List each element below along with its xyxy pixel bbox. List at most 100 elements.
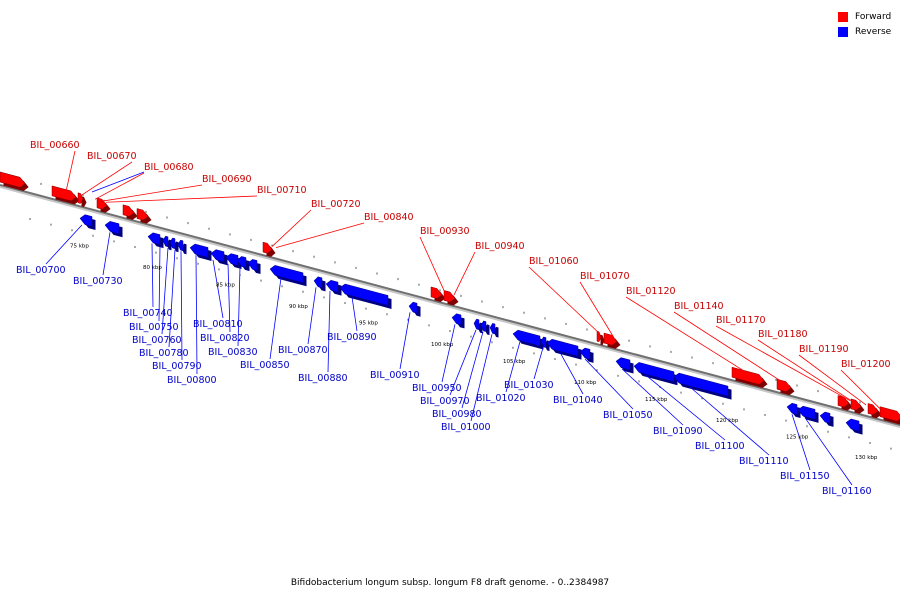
gene-arrow bbox=[596, 330, 602, 343]
gene-arrow bbox=[603, 332, 618, 346]
gene-arrow bbox=[313, 276, 323, 289]
forward-leader-line bbox=[579, 281, 615, 338]
forward-leader-line bbox=[453, 251, 476, 296]
gene-arrow bbox=[443, 290, 456, 303]
forward-gene-label: BIL_01120 bbox=[626, 286, 676, 297]
forward-leader-line bbox=[625, 296, 749, 374]
gene-arrow bbox=[451, 313, 462, 326]
reverse-leader-line bbox=[151, 243, 154, 308]
gene-arrow bbox=[473, 318, 480, 331]
legend-forward: Forward bbox=[838, 9, 891, 24]
genome-backbone-shadow bbox=[0, 185, 900, 428]
forward-gene-label: BIL_01070 bbox=[580, 271, 630, 282]
gene-arrow bbox=[77, 192, 84, 204]
reverse-leader-line bbox=[168, 249, 176, 348]
reverse-gene-label: BIL_00750 bbox=[129, 322, 179, 333]
forward-gene-label: BIL_01190 bbox=[799, 344, 849, 355]
forward-gene-label: BIL_00680 bbox=[144, 162, 194, 173]
forward-gene-label: BIL_01060 bbox=[529, 256, 579, 267]
reverse-leader-line bbox=[237, 266, 241, 347]
gene-arrow bbox=[136, 208, 149, 221]
reverse-gene-label: BIL_00730 bbox=[73, 276, 123, 287]
forward-gene-label: BIL_00670 bbox=[87, 151, 137, 162]
forward-leader-line bbox=[94, 172, 145, 200]
gene-arrow bbox=[177, 239, 184, 252]
reverse-gene-label: BIL_00950 bbox=[412, 383, 462, 394]
forward-leader-line bbox=[757, 339, 853, 402]
gene-arrow bbox=[96, 197, 108, 210]
gene-arrow bbox=[797, 405, 816, 420]
gene-arrow bbox=[104, 221, 120, 235]
kbp-tick-label: 130 kbp bbox=[855, 455, 878, 461]
reverse-leader-line bbox=[689, 386, 770, 456]
reverse-leader-line bbox=[195, 255, 198, 375]
kbp-tick-label: 115 kbp bbox=[645, 397, 668, 403]
forward-leader-line bbox=[65, 150, 76, 192]
reverse-leader-line bbox=[269, 277, 282, 360]
gene-arrow bbox=[489, 323, 496, 335]
reverse-leader-line bbox=[533, 347, 544, 380]
gene-arrow bbox=[867, 403, 879, 416]
reverse-gene-label: BIL_01050 bbox=[603, 410, 653, 421]
forward-gene-label: BIL_00930 bbox=[420, 226, 470, 237]
gene-arrow bbox=[786, 402, 798, 415]
reverse-leader-line bbox=[441, 324, 456, 383]
kbp-tick-label: 85 kbp bbox=[216, 283, 235, 289]
gene-arrow bbox=[879, 406, 900, 422]
reverse-leader-line bbox=[158, 245, 161, 322]
reverse-leader-line bbox=[791, 414, 811, 471]
reverse-gene-label: BIL_00740 bbox=[123, 308, 173, 319]
gene-arrow bbox=[169, 237, 176, 249]
reverse-gene-label: BIL_00880 bbox=[298, 373, 348, 384]
reverse-leader-line bbox=[45, 224, 83, 265]
reverse-gene-label: BIL_00800 bbox=[167, 375, 217, 386]
forward-gene-label: BIL_01140 bbox=[674, 301, 724, 312]
gene-arrow bbox=[845, 418, 860, 432]
reverse-gene-label: BIL_01090 bbox=[653, 426, 703, 437]
forward-gene-label: BIL_01170 bbox=[716, 315, 766, 326]
reverse-gene-label: BIL_00780 bbox=[139, 348, 189, 359]
reverse-gene-label: BIL_00890 bbox=[327, 332, 377, 343]
forward-gene-label: BIL_00940 bbox=[475, 241, 525, 252]
gene-arrow bbox=[673, 372, 729, 397]
reverse-leader-line bbox=[505, 341, 521, 393]
kbp-tick-label: 95 kbp bbox=[359, 321, 378, 327]
reverse-leader-line bbox=[307, 287, 317, 345]
reverse-gene-label: BIL_01020 bbox=[476, 393, 526, 404]
gene-arrow bbox=[579, 347, 591, 360]
gene-arrow bbox=[540, 336, 547, 348]
reverse-gene-label: BIL_01100 bbox=[695, 441, 745, 452]
reverse-gene-label: BIL_00910 bbox=[370, 370, 420, 381]
forward-gene-label: BIL_00690 bbox=[202, 174, 252, 185]
reverse-leader-line bbox=[351, 296, 358, 332]
genome-caption: Bifidobacterium longum subsp. longum F8 … bbox=[290, 578, 610, 588]
gene-arrow bbox=[731, 366, 765, 385]
forward-leader-line bbox=[101, 184, 203, 202]
reverse-leader-line bbox=[470, 334, 493, 422]
gene-arrow bbox=[776, 378, 792, 392]
forward-gene-label: BIL_01200 bbox=[841, 359, 891, 370]
gene-arrow bbox=[0, 171, 26, 188]
reverse-gene-label: BIL_00790 bbox=[152, 361, 202, 372]
reverse-leader-line bbox=[449, 329, 477, 396]
legend-forward-label: Forward bbox=[855, 11, 892, 22]
kbp-tick-label: 125 kbp bbox=[786, 435, 809, 441]
gene-arrow bbox=[819, 411, 831, 424]
reverse-leader-line bbox=[584, 358, 634, 410]
forward-leader-line bbox=[275, 222, 365, 248]
gene-arrow bbox=[51, 185, 77, 202]
reverse-gene-label: BIL_01160 bbox=[822, 486, 872, 497]
forward-leader-line bbox=[419, 236, 446, 293]
reverse-leader-line bbox=[91, 171, 145, 193]
reverse-gene-label: BIL_00830 bbox=[208, 347, 258, 358]
forward-gene-label: BIL_00720 bbox=[311, 199, 361, 210]
gene-arrow bbox=[512, 329, 541, 347]
forward-leader-line bbox=[673, 311, 785, 384]
gene-arrow bbox=[247, 259, 258, 271]
kbp-tick-label: 90 kbp bbox=[289, 304, 308, 310]
genome-backbone bbox=[0, 184, 900, 426]
reverse-gene-label: BIL_01000 bbox=[441, 422, 491, 433]
gene-arrow bbox=[262, 241, 273, 254]
forward-leader-line bbox=[80, 161, 133, 196]
reverse-leader-line bbox=[102, 232, 111, 276]
